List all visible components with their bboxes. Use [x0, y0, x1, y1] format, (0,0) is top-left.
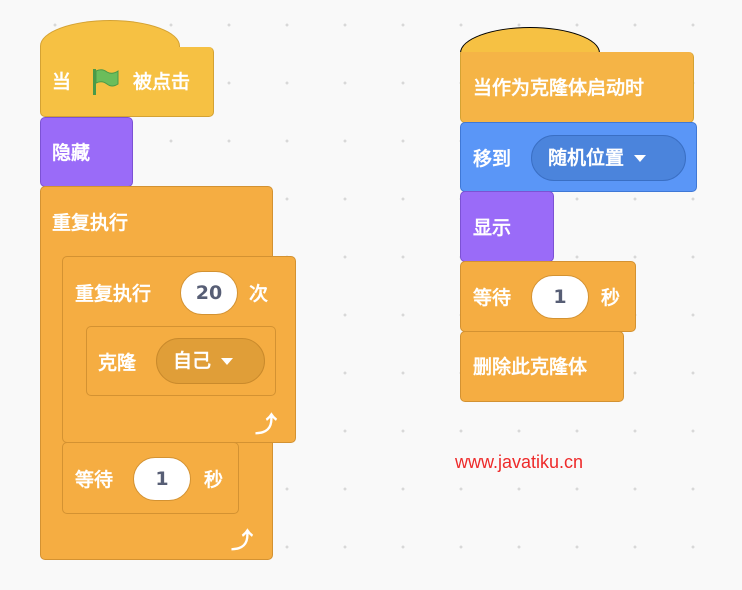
- wait-seconds-input[interactable]: 1: [133, 457, 191, 501]
- dropdown-arrow-icon: [221, 358, 234, 365]
- show-block[interactable]: 显示: [460, 191, 554, 262]
- create-clone-block[interactable]: 克隆 自己: [86, 326, 276, 396]
- wait-block[interactable]: 等待 1 秒: [62, 442, 239, 514]
- hide-block[interactable]: 隐藏: [40, 117, 133, 187]
- repeat-times-label: 次: [249, 283, 269, 305]
- green-flag-icon: [91, 67, 121, 101]
- show-label: 显示: [473, 217, 512, 239]
- when-label: 当: [52, 71, 72, 93]
- wait-block-right[interactable]: 等待 1 秒: [460, 261, 636, 332]
- go-to-target-value: 随机位置: [548, 147, 625, 169]
- loop-arrow-icon: ⤴: [231, 529, 254, 554]
- go-to-target-dropdown[interactable]: 随机位置: [531, 135, 686, 181]
- watermark: www.javatiku.cn: [455, 452, 584, 472]
- when-start-as-clone-block[interactable]: 当作为克隆体启动时: [460, 52, 694, 123]
- when-clone-label: 当作为克隆体启动时: [473, 77, 645, 99]
- loop-arrow-icon: ⤴: [255, 413, 278, 438]
- clone-hat-cap: [460, 27, 600, 55]
- wait-seconds-unit: 秒: [601, 287, 621, 309]
- clone-label: 克隆: [98, 352, 137, 374]
- clone-target-dropdown[interactable]: 自己: [156, 338, 265, 384]
- clicked-label: 被点击: [133, 71, 191, 93]
- go-to-block[interactable]: 移到 随机位置: [460, 122, 697, 192]
- clone-target-value: 自己: [173, 350, 212, 372]
- repeat-label: 重复执行: [75, 283, 152, 305]
- dropdown-arrow-icon: [634, 155, 647, 162]
- forever-label: 重复执行: [52, 212, 129, 234]
- repeat-count-input[interactable]: 20: [180, 271, 238, 315]
- hat-cap: [40, 20, 180, 50]
- delete-clone-block[interactable]: 删除此克隆体: [460, 331, 624, 402]
- when-flag-clicked-block[interactable]: 当 被点击: [40, 47, 214, 117]
- go-to-label: 移到: [473, 148, 512, 170]
- delete-clone-label: 删除此克隆体: [473, 356, 588, 378]
- wait-seconds-unit: 秒: [204, 469, 224, 491]
- hide-label: 隐藏: [52, 142, 91, 164]
- wait-label: 等待: [75, 469, 114, 491]
- wait-label: 等待: [473, 287, 512, 309]
- wait-seconds-input[interactable]: 1: [531, 275, 589, 319]
